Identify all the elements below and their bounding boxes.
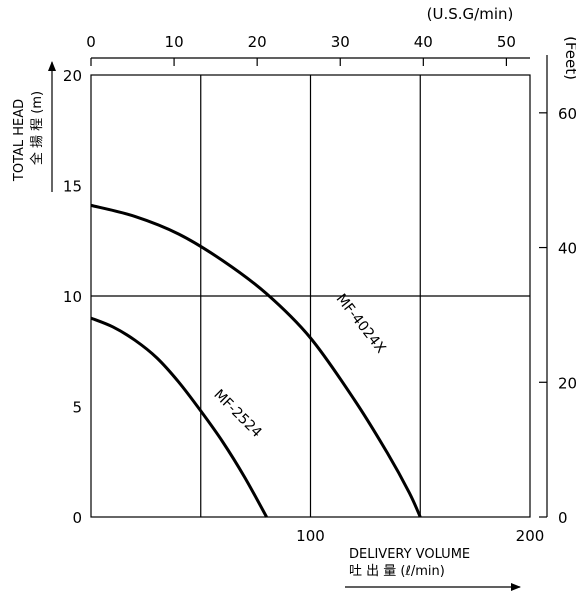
y-right-tick-label: 0 [558, 509, 568, 527]
y-tick-label: 5 [72, 399, 82, 417]
x-axis-title: DELIVERY VOLUME [349, 547, 470, 562]
series-group: MF-4024X MF-2524 [90, 203, 422, 518]
x-axis-bottom: 100 200 [296, 527, 544, 545]
x-axis-top: 0 10 20 30 40 50 [86, 33, 530, 66]
y-axis-title-ja: 全 揚 程 (m) [29, 91, 45, 165]
y-axis-right: 0 20 40 60 [539, 55, 576, 527]
y-tick-label: 10 [63, 288, 82, 306]
series-line [90, 316, 268, 518]
y-tick-label: 15 [63, 178, 82, 196]
x-top-tick-label: 0 [86, 33, 96, 51]
x-tick-label: 200 [516, 527, 545, 545]
x-axis-title-ja: 吐 出 量 (ℓ/min) [349, 564, 445, 579]
series-line [90, 203, 422, 518]
series-label: MF-2524 [210, 387, 264, 441]
x-top-tick-label: 30 [331, 33, 350, 51]
x-top-tick-label: 40 [414, 33, 433, 51]
x-top-tick-label: 20 [248, 33, 267, 51]
series-label: MF-4024X [333, 291, 389, 357]
plot-frame [90, 74, 531, 518]
y-right-tick-label: 40 [558, 240, 576, 258]
x-top-tick-label: 50 [497, 33, 516, 51]
y-right-tick-label: 20 [558, 374, 576, 392]
y-axis-left: 0 5 10 15 20 [63, 67, 82, 527]
grid-lines [91, 75, 530, 517]
x-top-unit-label: (U.S.G/min) [427, 5, 514, 23]
x-top-tick-label: 10 [165, 33, 184, 51]
y-right-unit-label: (Feet) [562, 36, 576, 80]
y-tick-label: 0 [72, 509, 82, 527]
y-tick-label: 20 [63, 67, 82, 85]
x-tick-label: 100 [296, 527, 325, 545]
y-axis-title: TOTAL HEAD [12, 99, 27, 182]
y-right-tick-label: 60 [558, 105, 576, 123]
